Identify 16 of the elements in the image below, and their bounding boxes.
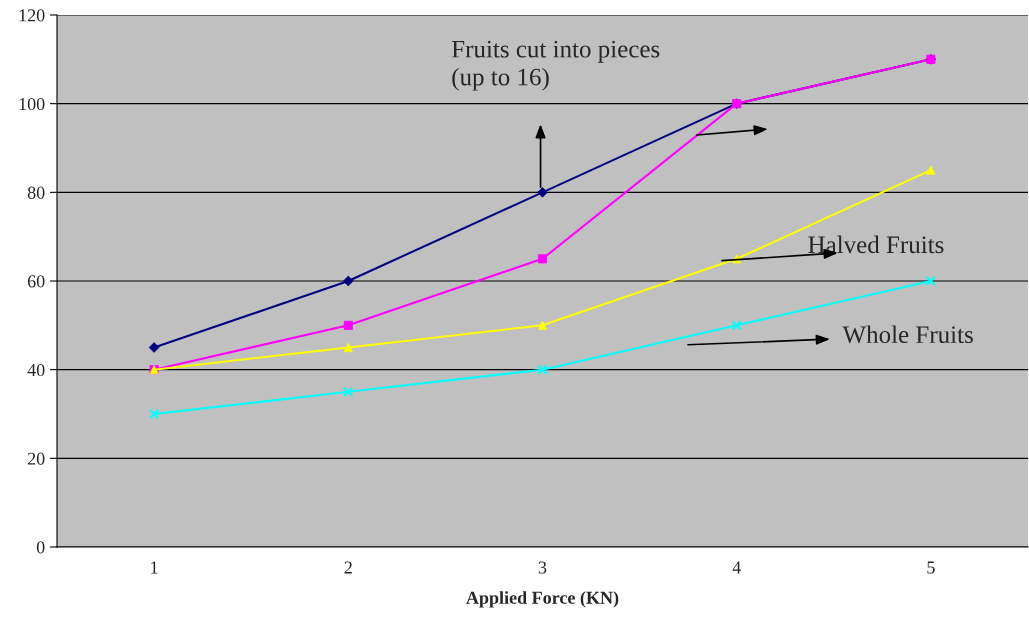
y-tick-label: 20 xyxy=(27,452,45,465)
x-tick-label: 5 xyxy=(927,561,935,574)
y-tick-label: 60 xyxy=(27,275,45,288)
y-tick-label: 0 xyxy=(36,541,45,554)
y-tick-label: 80 xyxy=(27,186,45,199)
x-tick-label: 2 xyxy=(344,561,352,574)
y-tick-label: 40 xyxy=(27,363,45,377)
x-tick-label: 4 xyxy=(732,561,741,574)
y-tick-label: 120 xyxy=(19,9,45,22)
x-tick-label: 1 xyxy=(151,561,158,574)
annotation: Fruits cut into pieces (up to 16) xyxy=(451,40,660,91)
annotation: Halved Fruits xyxy=(808,235,944,254)
x-axis-title: Applied Force (KN) xyxy=(466,591,619,608)
annotation: Whole Fruits xyxy=(842,325,973,344)
x-tick-label: 3 xyxy=(538,561,547,574)
y-tick-label: 100 xyxy=(19,97,45,111)
